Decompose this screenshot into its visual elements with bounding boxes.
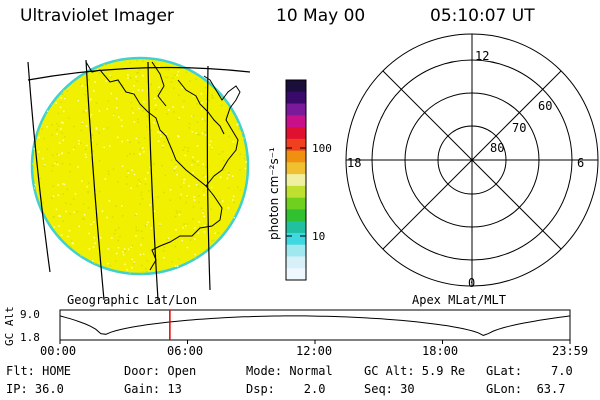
- polar-labels: 12 6 0 18 60 70 80: [347, 49, 584, 290]
- alt-y-top: 9.0: [20, 308, 40, 321]
- x-tick-0000: 00:00: [40, 344, 77, 358]
- colorbar-band: [286, 103, 306, 116]
- colorbar-band: [286, 174, 306, 187]
- observation-time: 05:10:07 UT: [430, 6, 535, 26]
- colorbar-band: [286, 244, 306, 257]
- observation-date: 10 May 00: [276, 6, 366, 26]
- colorbar-unit-label: photon cm⁻²s⁻¹: [267, 147, 281, 240]
- colorbar-band: [286, 138, 306, 152]
- colorbar-band: [286, 91, 306, 105]
- mlt-label-12: 12: [475, 49, 489, 63]
- mlat-label-60: 60: [538, 99, 552, 113]
- colorbar-band: [286, 115, 306, 128]
- info-glat: GLat: 7.0: [486, 364, 573, 378]
- colorbar-band: [286, 256, 306, 269]
- altitude-curve: [59, 315, 571, 336]
- x-tick-1800: 18:00: [422, 344, 459, 358]
- x-tick-0600: 06:00: [167, 344, 204, 358]
- geographic-caption: Geographic Lat/Lon: [67, 293, 197, 307]
- altitude-plot: 9.0 1.8 GC Alt: [3, 306, 571, 346]
- info-gc-alt: GC Alt: 5.9 Re: [364, 364, 466, 378]
- mlt-label-6: 6: [577, 156, 584, 170]
- colorbar-tick-10: 10: [312, 230, 325, 243]
- colorbar-band: [286, 268, 306, 281]
- colorbar-band: [286, 185, 306, 199]
- colorbar-band: [286, 80, 306, 93]
- colorbar-band: [286, 232, 306, 246]
- x-tick-1200: 12:00: [296, 344, 333, 358]
- colorbar: 100 10 photon cm⁻²s⁻¹: [267, 79, 332, 281]
- alt-y-bottom: 1.8: [20, 331, 40, 344]
- uv-image-panel: [27, 56, 251, 301]
- coastline: [85, 61, 241, 271]
- info-flt: Flt: HOME: [6, 364, 72, 378]
- info-seq: Seq: 30: [364, 382, 415, 396]
- mlat-label-80: 80: [490, 141, 504, 155]
- polar-plot: [345, 33, 599, 287]
- mlt-label-18: 18: [347, 156, 361, 170]
- colorbar-band: [286, 127, 306, 140]
- apex-caption: Apex MLat/MLT: [412, 293, 506, 307]
- info-door: Door: Open: [124, 364, 197, 378]
- colorbar-band: [286, 209, 306, 222]
- colorbar-band: [286, 197, 306, 210]
- info-mode: Mode: Normal: [246, 364, 333, 378]
- info-gain: Gain: 13: [124, 382, 182, 396]
- mlt-label-0: 0: [468, 276, 475, 290]
- info-glon: GLon: 63.7: [486, 382, 566, 396]
- earth-disk: [30, 56, 250, 276]
- colorbar-band: [286, 162, 306, 175]
- instrument-title: Ultraviolet Imager: [20, 6, 174, 26]
- longitude-grid: [27, 59, 251, 301]
- alt-y-label: GC Alt: [3, 306, 16, 346]
- info-ip: IP: 36.0: [6, 382, 64, 396]
- colorbar-band: [286, 150, 306, 163]
- colorbar-tick-100: 100: [312, 142, 332, 155]
- x-tick-2359: 23:59: [552, 344, 589, 358]
- mlat-label-70: 70: [512, 121, 526, 135]
- colorbar-band: [286, 221, 306, 234]
- info-dsp: Dsp: 2.0: [246, 382, 326, 396]
